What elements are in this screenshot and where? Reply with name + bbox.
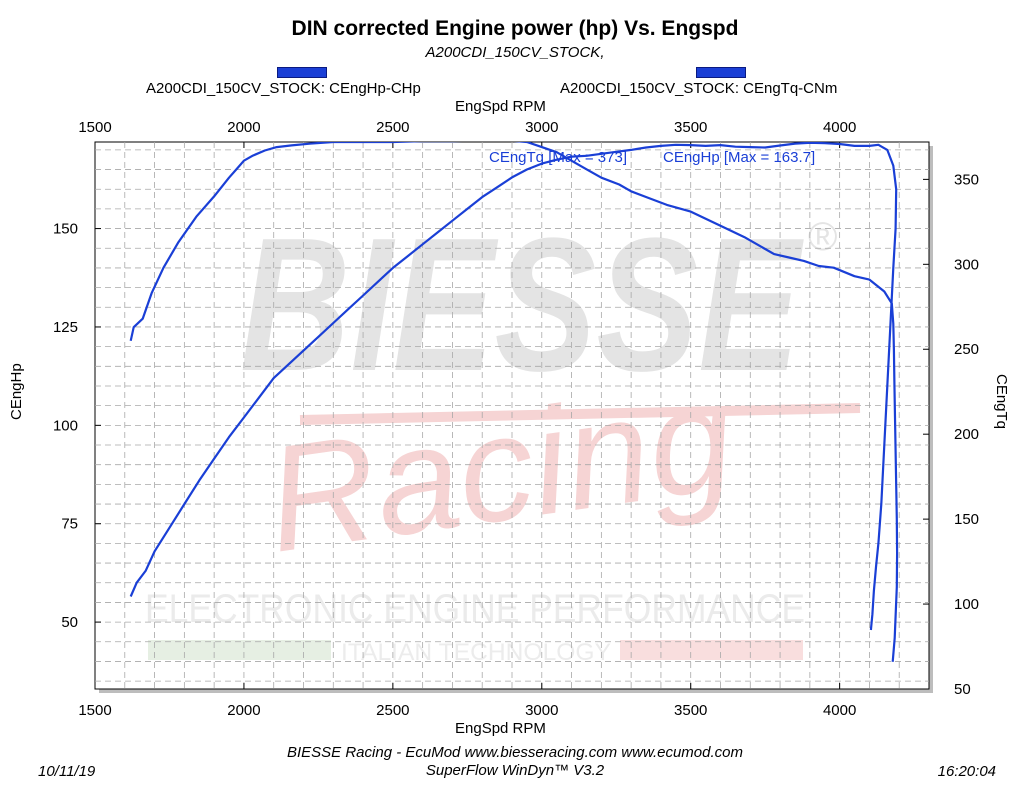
y-right-tick-label: 150 xyxy=(954,511,979,528)
x-tick-label-top: 1500 xyxy=(78,119,111,136)
footer-time: 16:20:04 xyxy=(937,763,996,780)
series-line-cengtq xyxy=(129,142,899,662)
annotation-power-max: CEngHp [Max = 163.7] xyxy=(663,149,815,166)
x-tick-label-bottom: 1500 xyxy=(78,702,111,719)
footer-line-2: SuperFlow WinDyn™ V3.2 xyxy=(425,762,605,779)
legend-swatch-hp xyxy=(277,67,327,78)
axis-ticks: 1500 1500 2000 2000 2500 2500 3000 3000 3500 3500… xyxy=(53,119,979,719)
footer-date: 10/11/19 xyxy=(38,763,96,780)
x-tick-label-bottom: 3500 xyxy=(674,702,707,719)
x-tick-label-bottom: 2500 xyxy=(376,702,409,719)
x-axis-title-bottom: EngSpd RPM xyxy=(455,720,546,737)
watermark-flag-green xyxy=(148,640,331,660)
legend-label-tq: A200CDI_150CV_STOCK: CEngTq-CNm xyxy=(560,80,838,97)
y-right-tick-label: 300 xyxy=(954,256,979,273)
legend-swatch-tq xyxy=(696,67,746,78)
watermark-swoosh xyxy=(299,403,861,425)
y-left-tick-label: 100 xyxy=(53,417,78,434)
grid xyxy=(95,142,929,689)
x-tick-label-bottom: 4000 xyxy=(823,702,856,719)
watermark-subtag: ITALIAN TECHNOLOGY xyxy=(341,639,611,666)
x-tick-label-top: 4000 xyxy=(823,119,856,136)
x-tick-label-bottom: 3000 xyxy=(525,702,558,719)
y-left-tick-label: 150 xyxy=(53,221,78,238)
footer-line-1: BIESSE Racing - EcuMod www.biesseracing.… xyxy=(286,744,743,761)
legend-label-hp: A200CDI_150CV_STOCK: CEngHp-CHp xyxy=(146,80,421,97)
y-left-tick-label: 125 xyxy=(53,319,78,336)
annotations: CEngTq [Max = 373] CEngHp [Max = 163.7] xyxy=(489,149,815,166)
series-lines xyxy=(129,142,899,662)
watermark-tagline: ELECTRONIC ENGINE PERFORMANCE xyxy=(145,587,805,631)
y-left-tick-label: 50 xyxy=(61,614,78,631)
annotation-torque-max: CEngTq [Max = 373] xyxy=(489,149,627,166)
y-left-tick-label: 75 xyxy=(61,516,78,533)
x-axis-title-top: EngSpd RPM xyxy=(455,98,546,115)
series-line-cenghp xyxy=(129,142,898,631)
watermark-flag-red xyxy=(620,640,803,660)
y-right-tick-label: 100 xyxy=(954,596,979,613)
y-right-tick-label: 350 xyxy=(954,171,979,188)
x-tick-label-top: 3500 xyxy=(674,119,707,136)
chart-title: DIN corrected Engine power (hp) Vs. Engs… xyxy=(291,17,739,40)
x-tick-label-top: 3000 xyxy=(525,119,558,136)
watermark-registered: ® xyxy=(808,215,837,259)
y-right-tick-label: 200 xyxy=(954,426,979,443)
x-tick-label-top: 2000 xyxy=(227,119,260,136)
x-tick-label-bottom: 2000 xyxy=(227,702,260,719)
y-right-tick-label: 50 xyxy=(954,681,971,698)
y-right-tick-label: 250 xyxy=(954,341,979,358)
chart-subtitle: A200CDI_150CV_STOCK, xyxy=(425,44,605,61)
x-tick-label-top: 2500 xyxy=(376,119,409,136)
watermark-brand: BIESSE xyxy=(240,199,804,411)
